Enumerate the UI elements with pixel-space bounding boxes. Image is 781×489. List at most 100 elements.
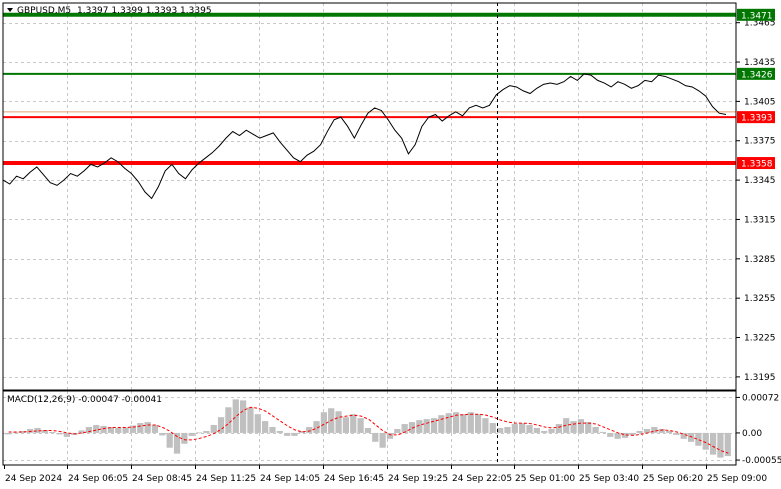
macd-bar: [665, 430, 673, 433]
time-tick-label: 24 Sep 16:45: [324, 474, 384, 484]
macd-bar: [357, 418, 364, 433]
macd-frame: [2, 390, 737, 466]
time-tick-label: 24 Sep 2024: [5, 474, 62, 484]
macd-bar: [563, 418, 570, 433]
macd-bar: [372, 432, 379, 442]
macd-bar: [203, 430, 210, 433]
macd-tick-label: 0.00: [742, 429, 762, 439]
macd-bar: [129, 425, 137, 433]
macd-bar: [702, 432, 709, 450]
macd-bar: [673, 432, 680, 435]
macd-bar: [577, 419, 585, 433]
macd-bar: [181, 432, 188, 444]
macd-bar: [541, 430, 548, 433]
macd-bar: [115, 428, 122, 433]
level-price-badge-text: 1.3393: [741, 114, 773, 124]
macd-bar: [291, 432, 298, 436]
macd-bar: [636, 430, 643, 433]
macd-bar: [621, 432, 629, 438]
time-tick-label: 24 Sep 19:25: [388, 474, 448, 484]
price-tick-label: 1.3465: [744, 19, 776, 29]
level-lines: [3, 12, 736, 166]
time-tick-label: 25 Sep 09:00: [707, 474, 767, 484]
macd-bar: [137, 423, 144, 433]
level-price-badge: [737, 8, 775, 21]
macd-bar: [386, 432, 394, 439]
macd-bar: [254, 414, 261, 433]
macd-bar: [717, 432, 724, 458]
macd-signal-line: [8, 406, 729, 454]
macd-bar: [607, 432, 614, 437]
macd-bar: [195, 432, 203, 434]
level-price-badge-text: 1.3471: [741, 11, 773, 21]
macd-bar: [460, 414, 467, 433]
macd-bar: [85, 427, 93, 433]
macd-bar: [401, 424, 408, 433]
macd-bar: [651, 427, 658, 433]
macd-bar: [306, 427, 313, 433]
time-tick-label: 24 Sep 06:05: [68, 474, 128, 484]
macd-bar: [452, 412, 460, 433]
macd-bar: [12, 432, 19, 434]
price-tick-label: 1.3225: [744, 334, 776, 344]
price-line-group: [2, 73, 727, 200]
macd-bar: [438, 415, 445, 433]
dropdown-triangle-icon[interactable]: [7, 8, 13, 12]
macd-bar: [585, 422, 592, 433]
macd-bar: [511, 424, 518, 433]
time-tick-label: 25 Sep 06:20: [643, 474, 703, 484]
macd-label: MACD(12,26,9) -0.00047 -0.00041: [7, 395, 162, 405]
macd-bar: [526, 425, 533, 433]
macd-bar: [614, 432, 621, 439]
price-tick-label: 1.3375: [744, 137, 776, 147]
macd-bar: [122, 427, 129, 433]
macd-bar: [56, 432, 63, 435]
price-axis: 1.3465 1.3435 1.3405 1.3375 1.3345 1.3315 1.32…: [736, 19, 776, 383]
macd-bar: [350, 414, 357, 433]
macd-bar: [63, 432, 70, 437]
macd-bars: [5, 399, 731, 458]
macd-bar: [284, 432, 291, 436]
macd-axis: 0.00072 0.00 -0.00055: [736, 393, 781, 466]
macd-bar: [247, 407, 254, 433]
macd-bar: [570, 421, 577, 433]
macd-bar: [423, 419, 430, 433]
macd-bar: [379, 432, 386, 448]
macd-bar: [643, 428, 651, 433]
macd-bar: [144, 422, 151, 433]
price-tick-label: 1.3285: [744, 255, 776, 265]
level-price-badge-text: 1.3426: [741, 70, 773, 80]
macd-bar: [687, 432, 695, 442]
macd-bar: [276, 430, 283, 433]
main-grid: [3, 3, 736, 390]
macd-bar: [416, 420, 423, 433]
macd-bar: [482, 418, 489, 433]
macd-signal-group: [8, 406, 729, 454]
macd-bar: [19, 430, 26, 433]
macd-bar: [320, 412, 328, 433]
price-tick-label: 1.3255: [744, 294, 776, 304]
macd-bar: [497, 428, 504, 433]
macd-bar: [93, 425, 100, 433]
level-price-badge: [737, 67, 775, 80]
macd-bar: [430, 418, 438, 433]
macd-bar: [225, 407, 232, 433]
macd-bar: [629, 432, 636, 435]
level-price-badge: [737, 157, 775, 170]
macd-bar: [34, 428, 41, 433]
price-tick-label: 1.3315: [744, 215, 776, 225]
macd-bar: [474, 414, 482, 433]
macd-bar: [364, 428, 372, 433]
macd-bar: [107, 427, 115, 433]
macd-bar: [49, 431, 56, 433]
macd-bar: [151, 425, 159, 433]
macd-bar: [239, 400, 247, 433]
macd-bar: [269, 427, 276, 433]
macd-bar: [5, 432, 12, 435]
macd-bar: [599, 431, 607, 433]
macd-bar: [166, 432, 173, 448]
level-badges: 1.3471 1.3426 1.3393 1.3358: [737, 8, 775, 170]
time-tick-label: 25 Sep 01:00: [515, 474, 575, 484]
level-price-badge-text: 1.3358: [741, 160, 773, 170]
